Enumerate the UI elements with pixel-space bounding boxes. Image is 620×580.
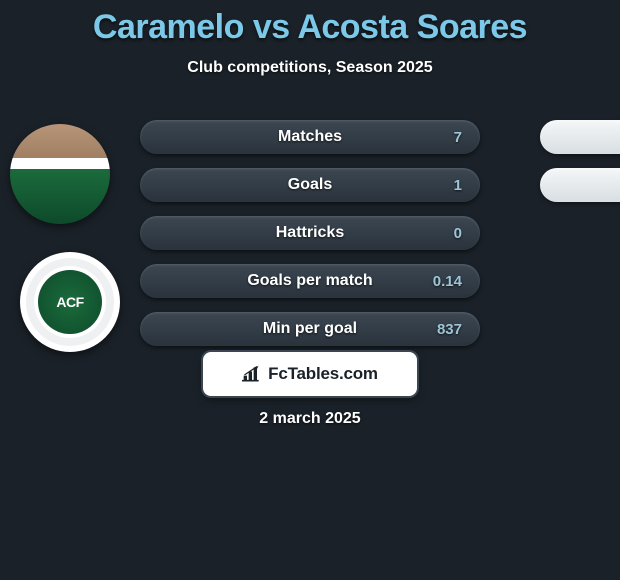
opponent-pill — [540, 120, 620, 154]
player-avatar — [10, 124, 110, 224]
stat-label: Goals — [288, 176, 332, 194]
stat-pill: Goals 1 — [140, 168, 480, 202]
page-title: Caramelo vs Acosta Soares — [0, 0, 620, 47]
stat-label: Hattricks — [276, 224, 344, 242]
stat-value: 7 — [454, 129, 462, 146]
stat-pill: Matches 7 — [140, 120, 480, 154]
stat-label: Matches — [278, 128, 342, 146]
stat-value: 837 — [437, 321, 462, 338]
stats-container: Matches 7 Goals 1 Hattricks 0 Goals per … — [140, 120, 480, 360]
stat-row-goals-per-match: Goals per match 0.14 — [140, 264, 480, 298]
stat-pill: Hattricks 0 — [140, 216, 480, 250]
stat-value: 1 — [454, 177, 462, 194]
opponent-pill — [540, 168, 620, 202]
footer-brand-text: FcTables.com — [268, 364, 378, 384]
stat-row-hattricks: Hattricks 0 — [140, 216, 480, 250]
club-badge: ACF — [20, 252, 120, 352]
club-badge-text: ACF — [38, 270, 102, 334]
stat-row-min-per-goal: Min per goal 837 — [140, 312, 480, 346]
stat-row-matches: Matches 7 — [140, 120, 480, 154]
stat-label: Min per goal — [263, 320, 357, 338]
bar-chart-icon — [242, 365, 262, 383]
subtitle: Club competitions, Season 2025 — [0, 59, 620, 77]
stat-label: Goals per match — [247, 272, 372, 290]
stat-pill: Min per goal 837 — [140, 312, 480, 346]
stat-value: 0 — [454, 225, 462, 242]
stat-value: 0.14 — [433, 273, 462, 290]
stat-row-goals: Goals 1 — [140, 168, 480, 202]
footer-brand-badge[interactable]: FcTables.com — [203, 352, 417, 396]
date-label: 2 march 2025 — [259, 410, 360, 428]
stat-pill: Goals per match 0.14 — [140, 264, 480, 298]
player-avatar-placeholder — [10, 124, 110, 224]
